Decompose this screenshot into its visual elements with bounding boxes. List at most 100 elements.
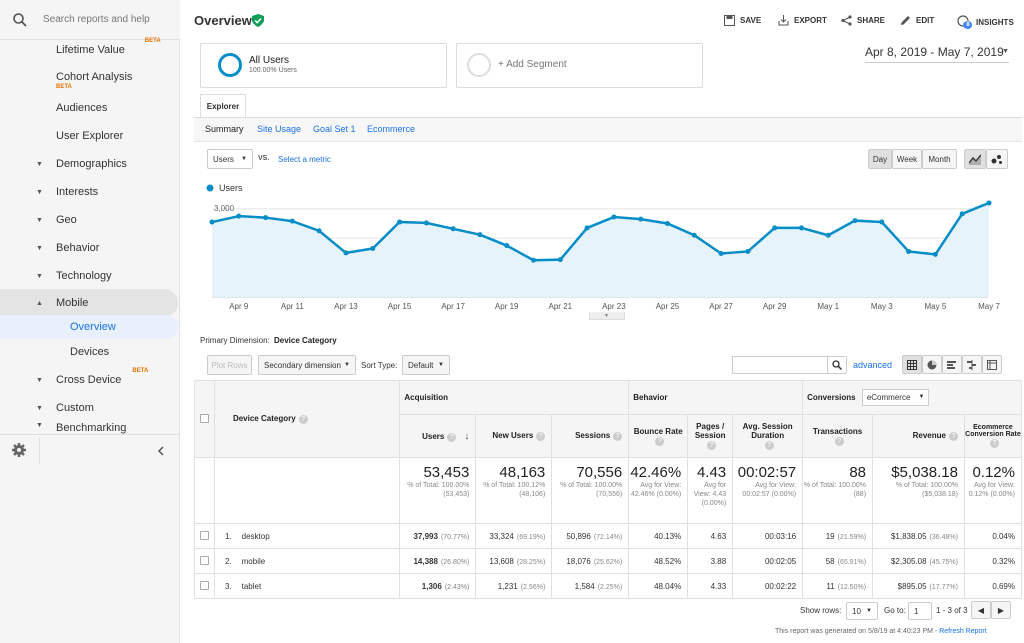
table-search-input[interactable]	[732, 356, 828, 374]
sidebar-item-lifetime-value[interactable]: Lifetime Value BETA	[0, 36, 178, 64]
metric-select[interactable]: Users ▼	[207, 149, 253, 169]
subtab-site-usage[interactable]: Site Usage	[257, 124, 302, 134]
table-search-button[interactable]	[827, 356, 847, 374]
line-chart-button[interactable]	[964, 149, 986, 169]
refresh-report-link[interactable]: Refresh Report	[939, 628, 987, 635]
view-pie-button[interactable]	[922, 355, 942, 374]
device-name-link[interactable]: desktop	[241, 531, 270, 541]
sidebar-item-overview[interactable]: Overview	[0, 315, 178, 339]
conversions-goal-select[interactable]: eCommerce ▼	[861, 389, 930, 406]
metric-percent: (2.56%)	[520, 583, 546, 591]
column-header-avg-session-duration[interactable]: Avg. Session Duration?	[732, 414, 804, 458]
sidebar-item-cross-device[interactable]: ▼ Cross Device BETA	[0, 366, 178, 394]
view-comparison-button[interactable]	[962, 355, 982, 374]
help-icon[interactable]: ?	[764, 441, 774, 450]
sidebar-item-audiences[interactable]: Audiences	[0, 94, 178, 122]
table-row[interactable]: 2. mobile 14,388 (26.80%) 13,608 (28.25%) 18,0…	[194, 548, 1023, 574]
sort-down-arrow-icon[interactable]: ↓	[464, 430, 470, 442]
granularity-day-button[interactable]: Day	[868, 149, 892, 169]
collapse-chevron-icon[interactable]	[156, 445, 166, 457]
sidebar-item-interests[interactable]: ▼ Interests	[0, 178, 178, 206]
help-icon[interactable]: ?	[989, 439, 999, 448]
next-page-button[interactable]: ▶	[991, 601, 1011, 619]
column-header-users[interactable]: Users? ↓	[399, 414, 477, 458]
sidebar-item-technology[interactable]: ▼ Technology	[0, 262, 178, 290]
view-performance-button[interactable]	[942, 355, 962, 374]
secondary-dimension-select[interactable]: Secondary dimension ▼	[258, 355, 356, 375]
search-bar[interactable]: Search reports and help	[0, 0, 180, 40]
page-title: Overview	[194, 13, 252, 28]
column-header-new-users[interactable]: New Users?	[475, 414, 553, 458]
date-range-picker[interactable]: Apr 8, 2019 - May 7, 2019 ▼	[865, 45, 1009, 63]
add-segment-button[interactable]: + Add Segment	[456, 43, 703, 88]
totals-row: 53,453% of Total: 100.00% (53,453) 48,163…	[194, 457, 1023, 524]
subtab-goal-set-1[interactable]: Goal Set 1	[313, 124, 356, 134]
select-metric-link[interactable]: Select a metric	[278, 155, 331, 164]
report-generated-footer: This report was generated on 5/8/19 at 4…	[775, 628, 987, 635]
view-table-button[interactable]	[902, 355, 922, 374]
view-pivot-button[interactable]	[982, 355, 1002, 374]
chart-resize-handle[interactable]: ▼	[589, 312, 625, 320]
sidebar-item-custom[interactable]: ▼ Custom	[0, 394, 178, 422]
save-button[interactable]: SAVE	[724, 15, 761, 26]
subtab-ecommerce[interactable]: Ecommerce	[367, 124, 416, 134]
export-button[interactable]: EXPORT	[778, 15, 827, 26]
bounce-rate-col-label: Bounce Rate	[633, 426, 683, 436]
divider	[0, 434, 180, 435]
prev-page-button[interactable]: ◀	[971, 601, 991, 619]
column-header-ecommerce-conversion-rate[interactable]: Ecommerce Conversion Rate?	[963, 414, 1023, 458]
caret-down-icon: ▼	[36, 160, 43, 168]
gear-icon[interactable]	[11, 442, 27, 458]
segment-all-users[interactable]: All Users 100.00% Users	[200, 43, 447, 88]
granularity-week-button[interactable]: Week	[892, 149, 922, 169]
metric-value: 58	[825, 556, 835, 566]
sidebar-item-devices[interactable]: Devices	[0, 340, 178, 364]
sidebar-item-user-explorer[interactable]: User Explorer	[0, 122, 178, 150]
help-icon[interactable]: ?	[655, 436, 665, 446]
tab-explorer[interactable]: Explorer	[200, 94, 246, 118]
share-button[interactable]: SHARE	[841, 15, 885, 26]
help-icon[interactable]: ?	[948, 432, 958, 441]
plot-rows-button[interactable]: Plot Rows	[207, 355, 252, 375]
sidebar-item-geo[interactable]: ▼ Geo	[0, 206, 178, 234]
help-icon[interactable]: ?	[447, 432, 457, 442]
metric-value: $2,305.08	[890, 556, 927, 566]
column-header-pages-session[interactable]: Pages / Session?	[687, 414, 734, 458]
device-name-link[interactable]: mobile	[241, 556, 266, 566]
search-input[interactable]: Search reports and help	[43, 14, 150, 25]
column-header-bounce-rate[interactable]: Bounce Rate?	[628, 414, 689, 458]
row-checkbox[interactable]	[199, 555, 209, 565]
metric-percent: (45.75%)	[929, 558, 958, 566]
goto-page-input[interactable]: 1	[908, 602, 932, 620]
insights-button[interactable]: INSIGHTS 8	[957, 15, 1014, 29]
device-name-link[interactable]: tablet	[241, 581, 262, 591]
sidebar-item-benchmarking[interactable]: ▼ Benchmarking	[0, 422, 178, 434]
table-row[interactable]: 3. tablet 1,306 (2.43%) 1,231 (2.56%) 1,584 (2.…	[194, 573, 1023, 599]
help-icon[interactable]: ?	[298, 415, 308, 424]
sort-type-select[interactable]: Default ▼	[402, 355, 450, 375]
sidebar-item-behavior[interactable]: ▼ Behavior	[0, 234, 178, 262]
help-icon[interactable]: ?	[707, 441, 717, 450]
sidebar-item-cohort-analysis[interactable]: Cohort Analysis BETA	[0, 64, 178, 92]
row-checkbox[interactable]	[199, 530, 209, 540]
show-rows-select[interactable]: 10 ▼	[846, 602, 878, 620]
sidebar-item-demographics[interactable]: ▼ Demographics	[0, 150, 178, 178]
edit-button[interactable]: EDIT	[900, 15, 934, 26]
help-icon[interactable]: ?	[613, 432, 623, 441]
table-row[interactable]: 1. desktop 37,993 (70.77%) 33,324 (69.19%) 50,…	[194, 523, 1023, 549]
help-icon[interactable]: ?	[536, 432, 546, 441]
advanced-filter-link[interactable]: advanced	[853, 360, 893, 370]
granularity-month-button[interactable]: Month	[922, 149, 957, 169]
subtab-summary[interactable]: Summary	[205, 124, 244, 134]
caret-down-icon: ▼	[36, 244, 43, 252]
column-header-transactions[interactable]: Transactions?	[802, 414, 874, 458]
motion-chart-button[interactable]	[986, 149, 1008, 169]
column-header-sessions[interactable]: Sessions?	[551, 414, 630, 458]
device-category-header[interactable]: Device Category?	[213, 380, 401, 458]
help-icon[interactable]: ?	[834, 436, 844, 446]
row-checkbox[interactable]	[199, 580, 209, 590]
select-all-checkbox[interactable]	[199, 413, 209, 423]
sidebar-item-mobile[interactable]: ▲ Mobile	[0, 289, 178, 317]
column-header-revenue[interactable]: Revenue?	[872, 414, 965, 458]
sidebar-item-label: Audiences	[56, 102, 108, 114]
